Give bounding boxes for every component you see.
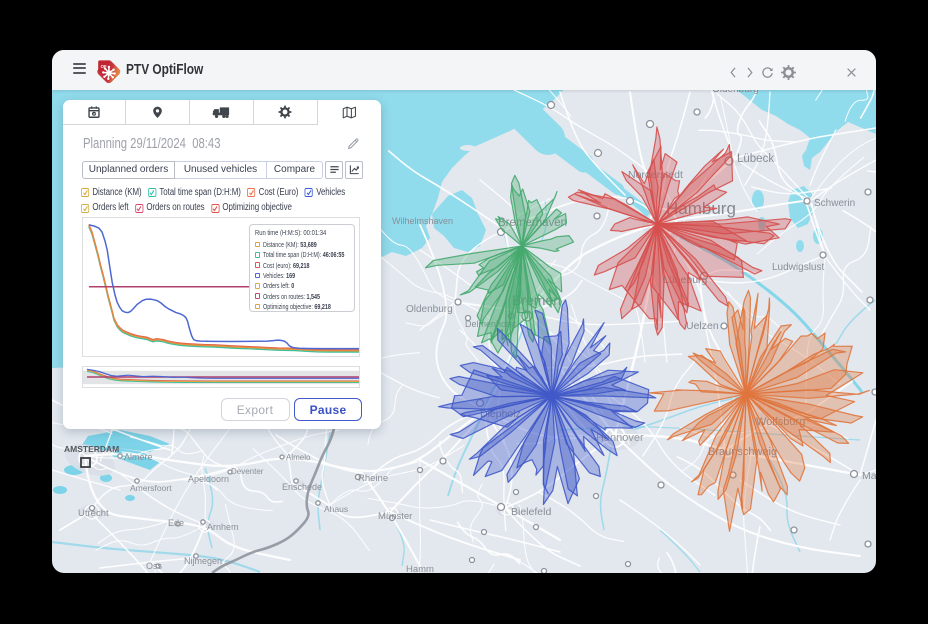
svg-text:Ahaus: Ahaus [324, 504, 348, 514]
svg-text:Rheine: Rheine [358, 473, 388, 484]
svg-text:Oldenburg: Oldenburg [712, 90, 759, 95]
svg-text:Deventer: Deventer [231, 467, 264, 476]
svg-text:Apeldoorn: Apeldoorn [188, 474, 229, 484]
svg-text:Utrecht: Utrecht [78, 508, 109, 519]
svg-text:Ede: Ede [168, 518, 184, 528]
svg-text:Uelzen: Uelzen [686, 320, 719, 332]
svg-text:Schwerin: Schwerin [814, 198, 855, 209]
svg-text:Hamm: Hamm [406, 564, 434, 573]
svg-text:Münster: Münster [378, 511, 412, 522]
svg-text:Hannover: Hannover [596, 432, 644, 444]
svg-text:Oss: Oss [146, 561, 163, 571]
svg-text:Ludwigslust: Ludwigslust [772, 262, 824, 273]
svg-text:Almelo: Almelo [286, 453, 311, 462]
svg-text:Oldenburg: Oldenburg [406, 304, 453, 315]
svg-text:Bielefeld: Bielefeld [511, 506, 551, 518]
svg-text:Ma: Ma [862, 470, 876, 482]
svg-text:AMSTERDAM: AMSTERDAM [64, 444, 119, 454]
svg-text:Amersfoort: Amersfoort [130, 483, 172, 493]
svg-text:Lübeck: Lübeck [737, 153, 774, 165]
svg-text:Enschede: Enschede [282, 482, 322, 492]
svg-text:Delmenhorst: Delmenhorst [465, 319, 517, 329]
svg-text:OF: OF [101, 64, 107, 69]
svg-text:Arnhem: Arnhem [207, 522, 239, 532]
svg-text:Nijmegen: Nijmegen [184, 556, 222, 566]
svg-text:Wilhelmshaven: Wilhelmshaven [392, 216, 453, 226]
svg-text:Almere: Almere [124, 452, 153, 462]
